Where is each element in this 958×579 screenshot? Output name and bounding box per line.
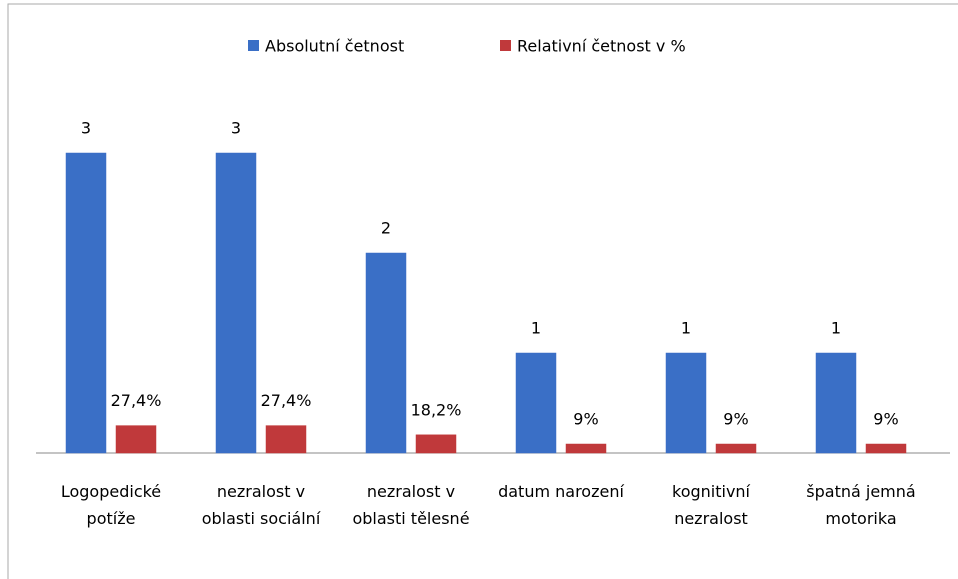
bar <box>515 352 557 454</box>
legend-label: Absolutní četnost <box>265 37 404 56</box>
chart-border <box>7 3 958 579</box>
data-label: 1 <box>681 319 691 338</box>
data-label: 9% <box>723 410 748 429</box>
legend-label: Relativní četnost v % <box>517 37 686 56</box>
x-tick-label: nezralost v oblasti sociální <box>201 482 321 528</box>
x-tick-label: kognitivní nezralost <box>672 482 750 528</box>
bar <box>715 443 757 454</box>
data-label: 3 <box>81 119 91 138</box>
bar <box>265 425 307 454</box>
bar <box>665 352 707 454</box>
legend-swatch <box>248 40 259 51</box>
data-label: 2 <box>381 219 391 238</box>
data-label: 27,4% <box>261 391 312 410</box>
data-label: 3 <box>231 119 241 138</box>
data-label: 18,2% <box>411 400 462 419</box>
bar <box>365 252 407 454</box>
data-label: 1 <box>831 319 841 338</box>
data-label: 27,4% <box>111 391 162 410</box>
x-tick-label: datum narození <box>498 482 624 501</box>
data-label: 9% <box>873 410 898 429</box>
data-label: 1 <box>531 319 541 338</box>
bar <box>215 152 257 454</box>
bar <box>65 152 107 454</box>
bar <box>415 434 457 454</box>
bar <box>815 352 857 454</box>
legend-swatch <box>500 40 511 51</box>
bar <box>115 425 157 454</box>
x-tick-label: špatná jemná motorika <box>806 482 916 528</box>
x-tick-label: Logopedické potíže <box>60 482 162 528</box>
bar <box>865 443 907 454</box>
x-tick-label: nezralost v oblasti tělesné <box>352 482 470 528</box>
data-label: 9% <box>573 410 598 429</box>
bar <box>565 443 607 454</box>
